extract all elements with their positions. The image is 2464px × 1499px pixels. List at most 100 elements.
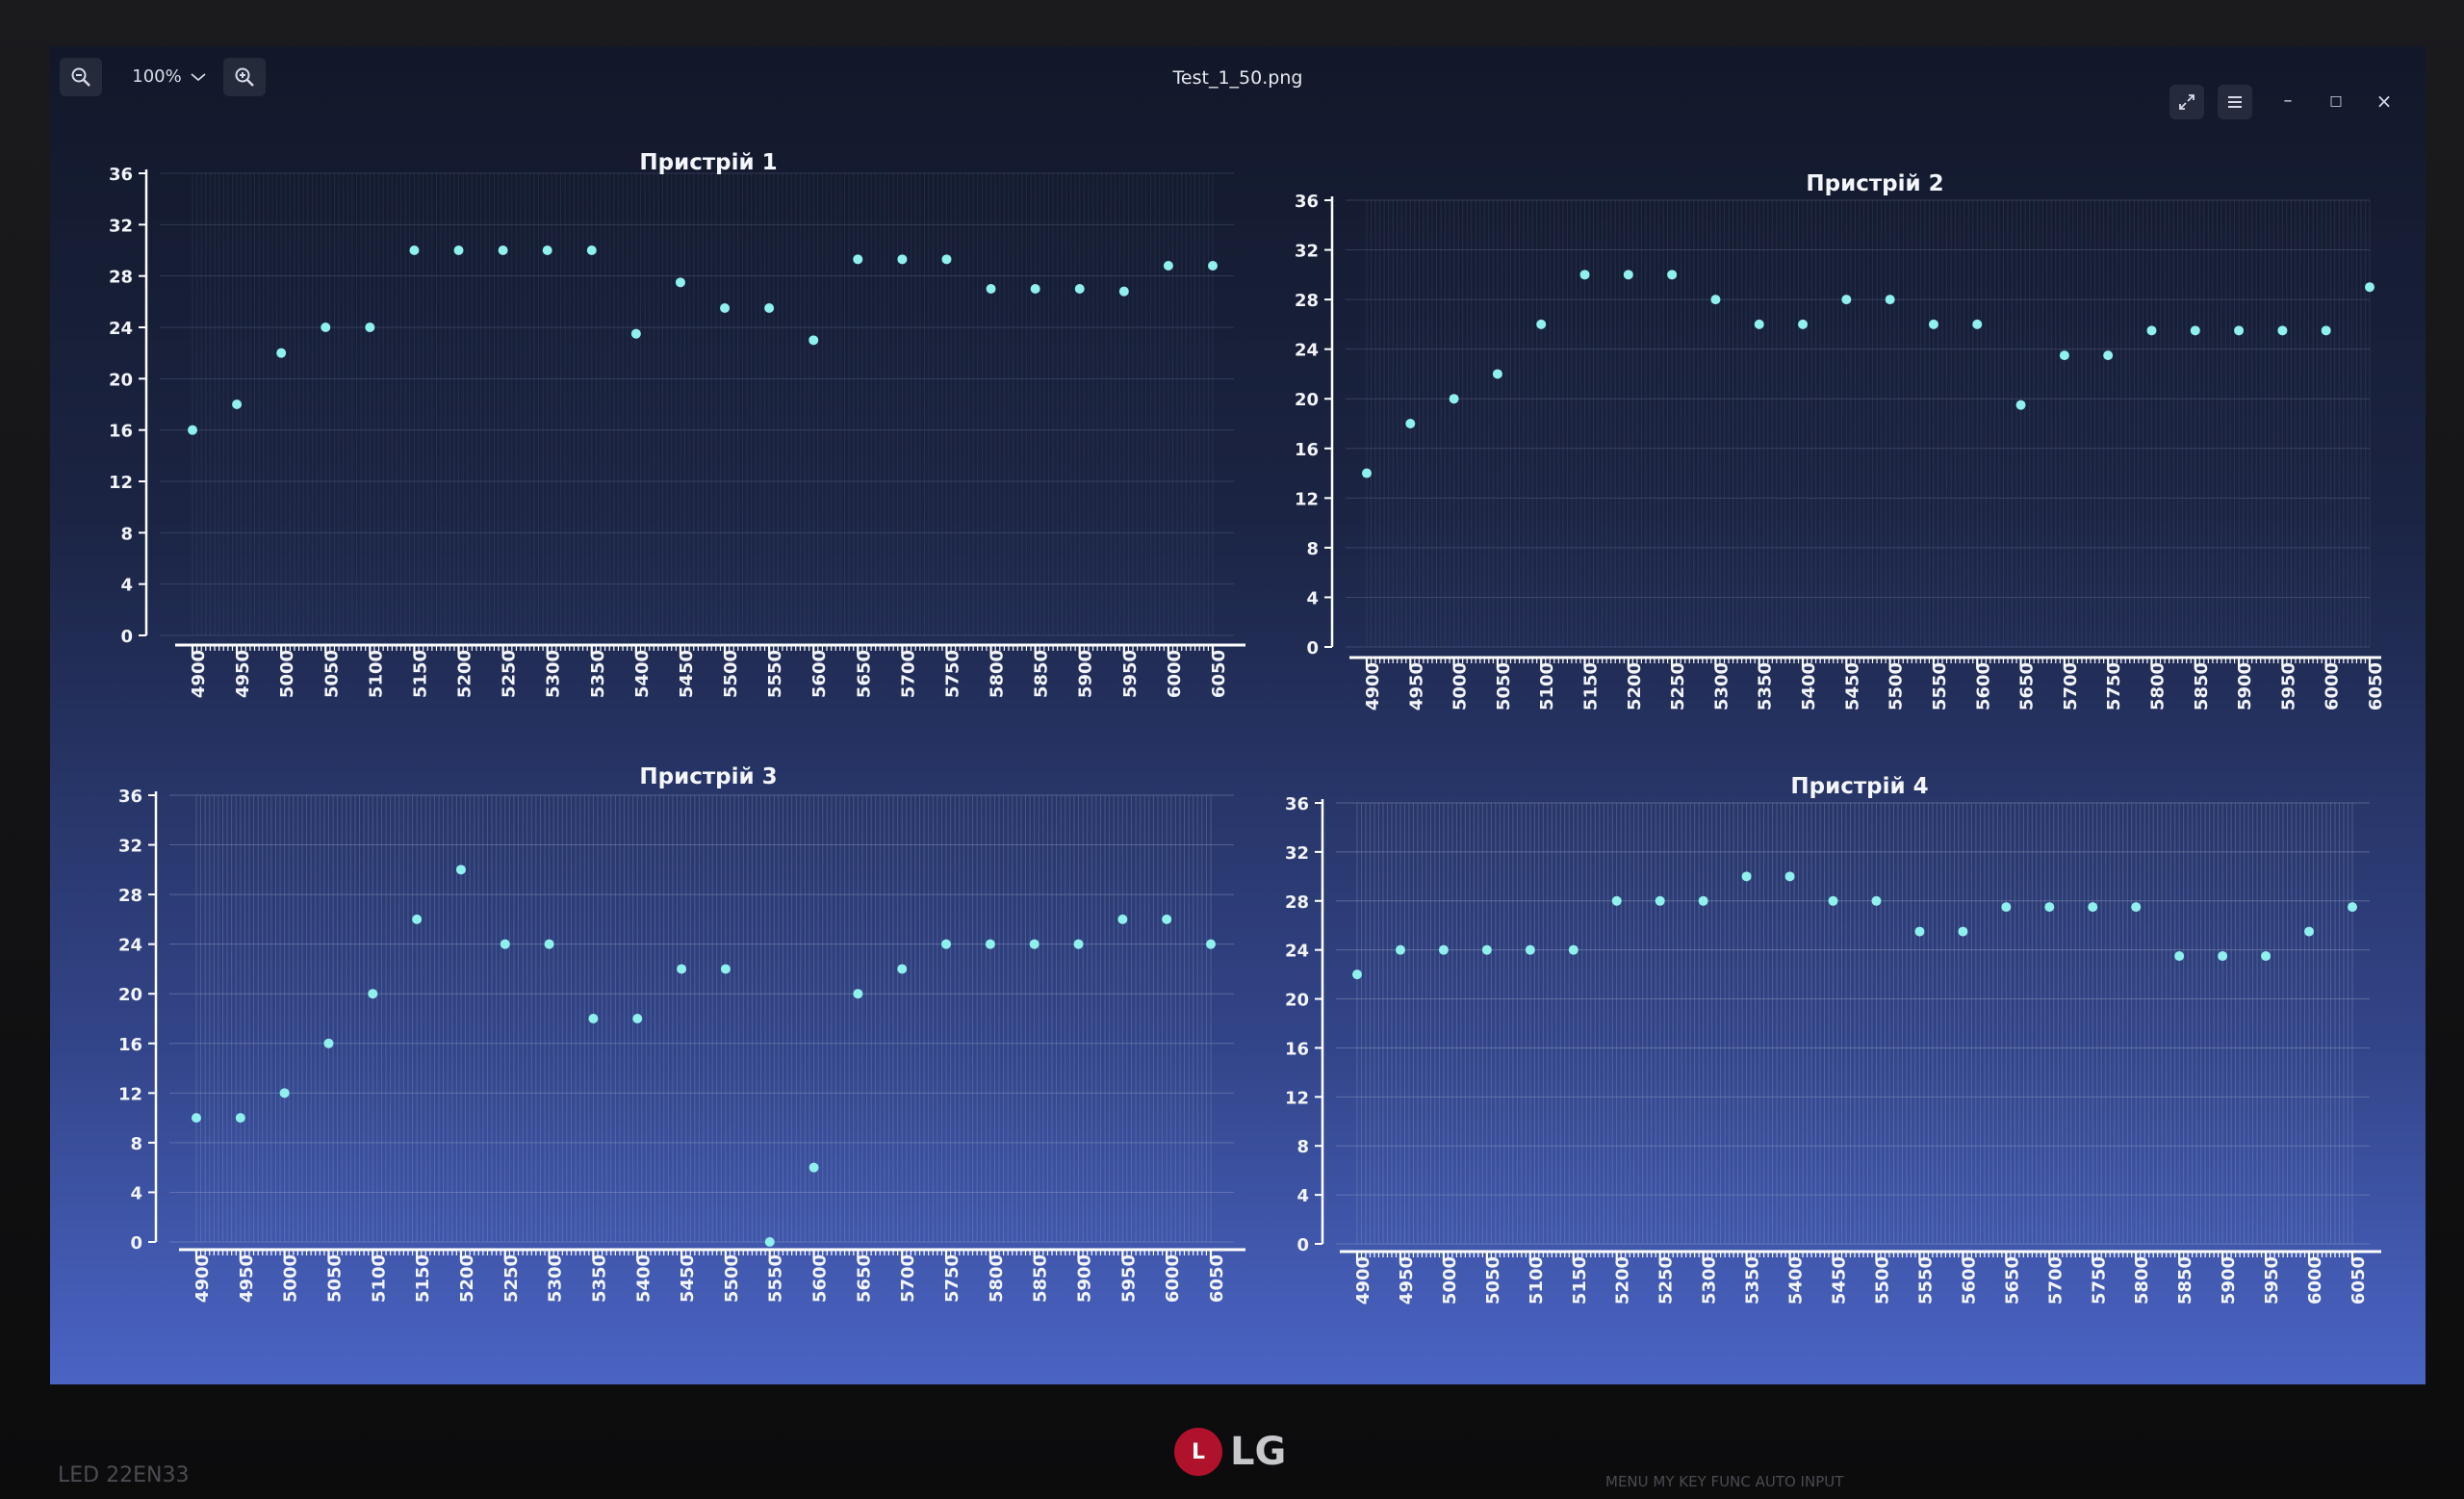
x-tick-label: 5800 <box>2132 1256 2152 1305</box>
zoom-level-dropdown[interactable]: 100% <box>121 58 218 96</box>
data-point <box>1525 944 1535 955</box>
x-tick-label: 5550 <box>766 1254 786 1303</box>
data-point <box>1438 944 1449 955</box>
x-tick-label: 5500 <box>1872 1256 1892 1305</box>
data-point <box>2001 902 2012 913</box>
y-tick-label: 4 <box>120 576 133 596</box>
x-tick-label: 5700 <box>2045 1256 2066 1305</box>
data-point <box>1741 871 1752 882</box>
x-tick-label: 5600 <box>809 650 830 698</box>
data-point <box>1162 914 1172 924</box>
data-point <box>1611 895 1622 906</box>
y-tick-label: 0 <box>1296 1235 1309 1255</box>
data-point <box>2365 282 2374 293</box>
data-point <box>675 277 685 288</box>
x-tick-label: 5100 <box>1527 1256 1547 1305</box>
y-tick-label: 12 <box>1295 489 1319 509</box>
x-tick-label: 4950 <box>1406 662 1426 711</box>
x-tick-label: 5600 <box>810 1254 831 1303</box>
data-point <box>1710 295 1721 305</box>
x-tick-label: 5800 <box>2147 662 2168 711</box>
minimize-button[interactable]: – <box>2283 90 2293 111</box>
data-point <box>2321 325 2331 336</box>
x-tick-label: 4950 <box>233 650 253 698</box>
y-tick-label: 24 <box>1295 341 1319 361</box>
x-tick-label: 5600 <box>1973 662 1993 711</box>
data-point <box>192 1113 201 1124</box>
x-tick-label: 6000 <box>1165 650 1185 698</box>
maximize-button[interactable]: □ <box>2329 93 2343 109</box>
data-point <box>941 939 952 949</box>
x-tick-label: 5400 <box>632 650 653 698</box>
x-tick-label: 4900 <box>189 650 209 698</box>
zoom-in-button[interactable] <box>223 58 266 96</box>
x-tick-label: 5400 <box>1786 1256 1807 1305</box>
data-point <box>853 254 863 265</box>
hamburger-menu-icon <box>2228 96 2242 108</box>
x-tick-label: 5200 <box>1613 1256 1633 1305</box>
x-tick-label: 5050 <box>324 1254 345 1303</box>
data-point <box>498 246 508 255</box>
x-tick-label: 4900 <box>1363 662 1383 711</box>
menu-button[interactable] <box>2218 85 2252 119</box>
data-point <box>764 1237 775 1247</box>
x-tick-label: 5750 <box>2104 662 2124 711</box>
data-point <box>985 939 995 949</box>
data-point <box>2088 902 2098 913</box>
data-point <box>1030 284 1040 294</box>
expand-icon <box>2179 94 2194 110</box>
y-tick-label: 20 <box>118 985 142 1005</box>
x-tick-label: 5550 <box>765 650 785 698</box>
y-tick-label: 36 <box>118 787 142 807</box>
zoom-level-value: 100% <box>132 66 182 87</box>
y-tick-label: 28 <box>1295 291 1319 311</box>
x-tick-label: 5950 <box>2278 662 2298 711</box>
data-point <box>1362 468 1372 478</box>
data-point <box>1841 295 1852 305</box>
x-tick-label: 5800 <box>987 1254 1007 1303</box>
data-point <box>853 989 863 999</box>
x-tick-label: 5900 <box>2235 662 2255 711</box>
x-tick-label: 4950 <box>237 1254 257 1303</box>
y-tick-label: 24 <box>109 319 133 339</box>
x-tick-label: 5200 <box>455 650 475 698</box>
y-tick-label: 12 <box>118 1084 142 1104</box>
y-tick-label: 32 <box>1285 843 1309 864</box>
x-tick-label: 5300 <box>546 1254 566 1303</box>
x-tick-label: 5100 <box>1537 662 1557 711</box>
close-button[interactable]: × <box>2375 90 2393 113</box>
data-point <box>1074 284 1085 294</box>
data-point <box>323 1038 334 1048</box>
x-tick-label: 5350 <box>588 650 608 698</box>
viewer-header-bar: 100% Test_1_50.png <box>50 46 2426 119</box>
x-tick-label: 4950 <box>1397 1256 1417 1305</box>
y-tick-label: 8 <box>1306 539 1319 559</box>
chevron-down-icon <box>191 73 206 82</box>
data-point <box>1958 926 1968 937</box>
chart-title: Пристрій 4 <box>1790 774 1928 799</box>
data-point <box>1206 939 1216 949</box>
x-tick-label: 5500 <box>722 1254 742 1303</box>
data-point <box>2234 325 2245 336</box>
x-tick-label: 5850 <box>2192 662 2212 711</box>
x-tick-label: 5450 <box>678 1254 698 1303</box>
data-point <box>412 914 423 924</box>
x-tick-label: 5850 <box>1031 1254 1051 1303</box>
chart-panel-1: 0 4 8 12 16 20 24 28 32 36 4900 4950 5000 5050 5100 515… <box>109 150 1245 698</box>
x-tick-label: 5250 <box>500 650 520 698</box>
data-point <box>453 246 464 255</box>
fullscreen-button[interactable] <box>2169 85 2204 119</box>
y-tick-label: 0 <box>130 1233 142 1253</box>
monitor-model-label: LED 22EN33 <box>58 1463 190 1487</box>
y-tick-label: 8 <box>130 1134 142 1154</box>
x-tick-label: 5550 <box>1930 662 1950 711</box>
y-tick-label: 8 <box>1296 1137 1309 1157</box>
x-tick-label: 5950 <box>2262 1256 2282 1305</box>
zoom-in-icon <box>235 67 254 87</box>
zoom-out-button[interactable] <box>60 58 102 96</box>
data-point <box>542 246 552 255</box>
data-point <box>1163 261 1173 271</box>
x-tick-label: 5400 <box>1799 662 1819 711</box>
x-tick-label: 5100 <box>366 650 386 698</box>
data-point <box>1784 871 1795 882</box>
